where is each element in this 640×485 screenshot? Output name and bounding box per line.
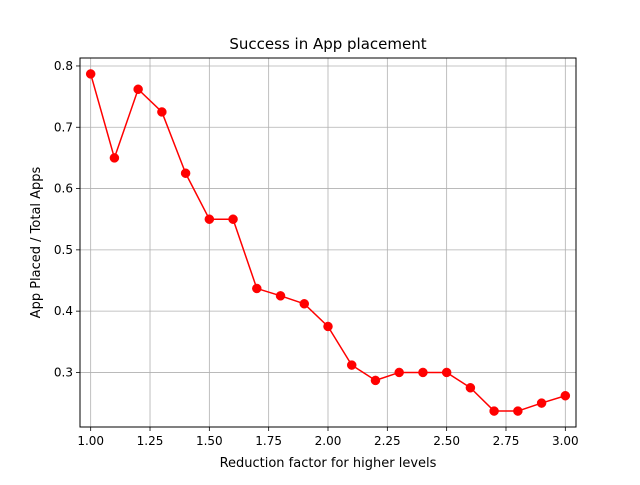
- x-tick-label: 1.75: [255, 434, 282, 448]
- x-tick-label: 1.00: [77, 434, 104, 448]
- data-point: [228, 214, 238, 224]
- chart-title: Success in App placement: [229, 35, 426, 53]
- data-point: [204, 214, 215, 224]
- y-tick-label: 0.7: [54, 120, 73, 134]
- data-point: [299, 299, 310, 309]
- data-point: [394, 367, 404, 378]
- data-point: [180, 168, 191, 178]
- data-point: [323, 321, 333, 332]
- x-axis-ticks: 1.00 1.25 1.50 1.75 2.00 2.25 2.50 2.75 3.00: [77, 427, 579, 448]
- data-point: [513, 406, 523, 416]
- x-tick-label: 2.25: [374, 434, 401, 448]
- data-point: [275, 291, 286, 301]
- x-tick-label: 2.00: [315, 434, 342, 448]
- data-point: [370, 375, 381, 386]
- x-tick-label: 2.50: [433, 434, 460, 448]
- y-axis-ticks: 0.3 0.4 0.5 0.6 0.7 0.8: [54, 59, 80, 379]
- data-point: [441, 367, 452, 378]
- series-group: [85, 69, 571, 416]
- data-point: [536, 398, 547, 408]
- data-point: [418, 367, 428, 378]
- y-tick-label: 0.4: [54, 304, 73, 318]
- data-point: [465, 383, 476, 393]
- data-point: [109, 153, 120, 163]
- data-point: [252, 283, 262, 294]
- grid: [80, 58, 576, 427]
- y-tick-label: 0.5: [54, 243, 73, 257]
- x-tick-label: 3.00: [552, 434, 579, 448]
- data-point: [560, 390, 571, 401]
- y-tick-label: 0.8: [54, 59, 73, 73]
- data-point: [489, 406, 499, 416]
- data-point: [346, 360, 357, 370]
- data-point: [85, 69, 96, 79]
- x-tick-label: 1.50: [196, 434, 223, 448]
- x-tick-label: 2.75: [493, 434, 520, 448]
- y-tick-label: 0.3: [54, 365, 73, 379]
- y-tick-label: 0.6: [54, 182, 73, 196]
- x-tick-label: 1.25: [137, 434, 164, 448]
- data-point: [157, 107, 167, 117]
- x-axis-label: Reduction factor for higher levels: [220, 456, 437, 471]
- data-point: [133, 84, 143, 95]
- y-axis-label: App Placed / Total Apps: [29, 166, 44, 318]
